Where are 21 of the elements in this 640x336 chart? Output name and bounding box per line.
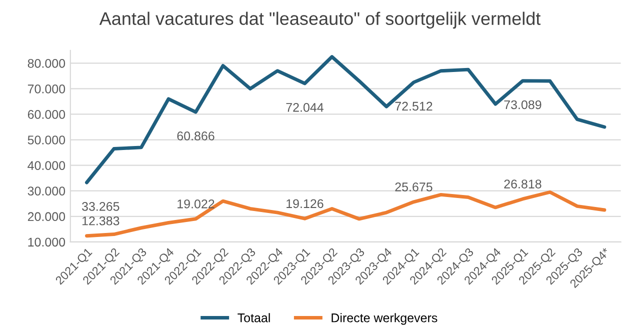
data-label: 33.265 [82,202,120,211]
data-label: 19.022 [178,199,214,208]
y-tick-label: 60.000 [28,110,66,119]
data-label: 26.818 [504,180,542,188]
chart-title: Aantal vacatures dat "leaseauto" of soortgelijk vermeldt [99,12,541,29]
data-label: 73.089 [504,100,542,110]
data-label: 19.126 [286,199,324,208]
y-tick-label: 10.000 [28,238,66,247]
y-tick-label: 50.000 [28,136,66,144]
data-label: 12.383 [82,216,120,226]
y-tick-label: 20.000 [28,212,66,222]
legend-label: Totaal [238,313,270,322]
y-tick-label: 70.000 [28,84,66,94]
legend-label: Directe werkgevers [332,313,438,325]
data-label: 72.512 [395,102,432,111]
data-label: 72.044 [286,102,324,112]
y-tick-label: 80.000 [28,58,66,68]
data-label: 25.675 [395,182,432,192]
y-tick-label: 30.000 [28,186,66,196]
y-tick-label: 40.000 [28,161,66,170]
data-label: 60.866 [177,132,214,140]
